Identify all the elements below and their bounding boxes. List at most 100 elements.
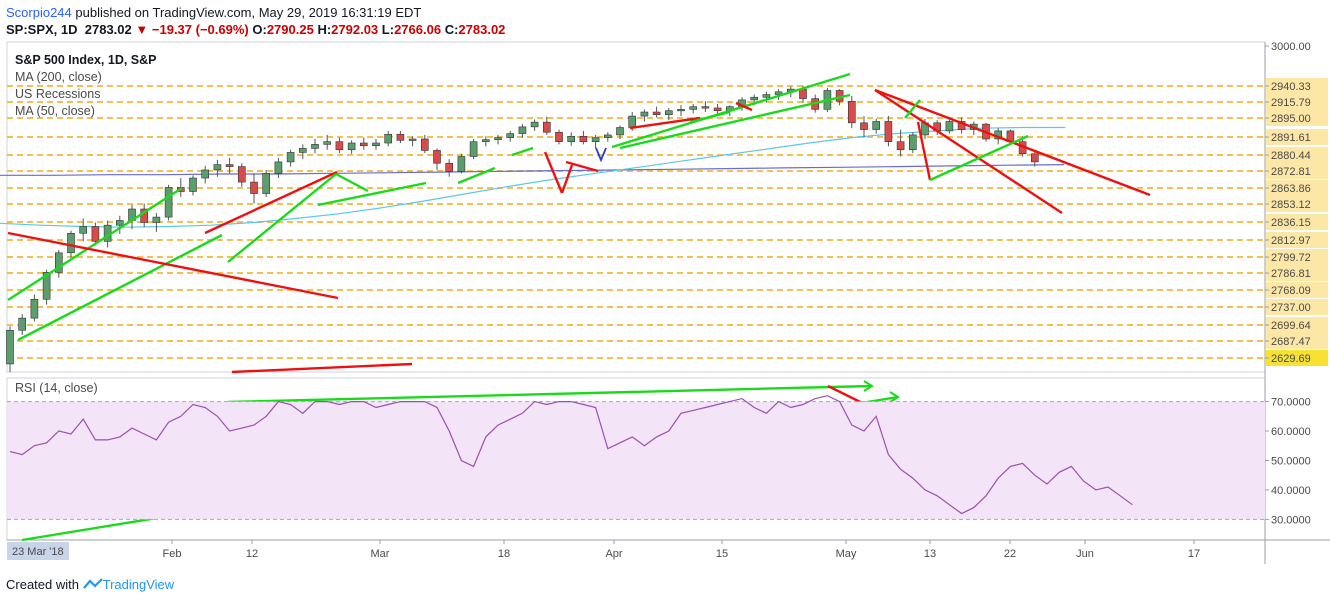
candle <box>567 132 576 146</box>
candle-body <box>433 150 441 164</box>
price-tick-label: 2915.79 <box>1271 97 1311 109</box>
rsi-tick-label: 50.0000 <box>1271 455 1311 467</box>
author-link[interactable]: Scorpio244 <box>6 5 72 20</box>
price-tick-label: 2940.33 <box>1271 81 1311 93</box>
price-level-tag: 2836.15 <box>1266 214 1328 230</box>
price-level-tag: 2853.12 <box>1266 196 1328 212</box>
candle-body <box>908 134 917 151</box>
rsi-legend[interactable]: RSI (14, close) <box>15 381 98 395</box>
bullish-trendline <box>611 72 851 149</box>
candle <box>274 157 283 179</box>
candle <box>6 326 14 372</box>
time-tick-label: Mar <box>371 548 390 560</box>
price-level-tag: 2915.79 <box>1266 94 1328 110</box>
candle-body <box>323 141 332 145</box>
candle <box>30 294 39 322</box>
price-tick-label: 2737.00 <box>1271 302 1311 314</box>
candle-body <box>311 144 319 149</box>
price-level-tag-bg <box>1266 249 1328 265</box>
candle-body <box>945 121 954 132</box>
time-start-tag: 23 Mar '18 <box>7 542 69 560</box>
candle-body <box>872 121 881 130</box>
close-value: 2783.02 <box>458 22 506 37</box>
candle-body <box>79 226 87 234</box>
candle <box>67 230 75 258</box>
candle <box>238 163 246 187</box>
last-price: 2783.02 <box>84 22 132 37</box>
candle-body <box>262 173 271 194</box>
candle <box>189 175 197 196</box>
candle <box>91 222 100 246</box>
price-level-tag-bg <box>1266 78 1328 94</box>
candle-body <box>67 232 75 254</box>
legend-us-recessions[interactable]: US Recessions <box>15 87 101 101</box>
price-level-tag-bg <box>1266 317 1328 333</box>
price-pane <box>6 41 1266 373</box>
candle <box>213 159 222 177</box>
rsi-bullish-trendline <box>227 384 873 404</box>
candle-body <box>372 142 380 147</box>
candle <box>18 314 27 335</box>
arrow-right-icon <box>863 380 874 392</box>
open-label: O: <box>252 22 267 37</box>
legend-ma50[interactable]: MA (50, close) <box>15 104 95 118</box>
footer-brand[interactable]: TradingView <box>102 577 175 592</box>
candle-body <box>420 138 429 151</box>
bearish-trendline <box>735 101 753 112</box>
candle <box>872 118 881 134</box>
low-value: 2766.06 <box>394 22 442 37</box>
candle-body <box>384 133 393 144</box>
price-level-tag-bg <box>1266 94 1328 110</box>
last-price-tag-bg <box>1266 350 1328 366</box>
rsi-tick-label: 70.0000 <box>1271 397 1311 409</box>
candle <box>298 144 307 160</box>
candle-body <box>860 122 868 130</box>
price-level-tag: 2891.61 <box>1266 129 1328 145</box>
legend-title: S&P 500 Index, 1D, S&P <box>15 53 157 67</box>
candle <box>359 137 368 150</box>
bearish-trendline <box>543 151 564 194</box>
candle <box>591 134 600 149</box>
candle <box>652 106 661 118</box>
candle-body <box>677 109 685 112</box>
price-tick-label: 2853.12 <box>1271 199 1311 211</box>
high-value: 2792.03 <box>331 22 379 37</box>
candle-body <box>555 131 563 142</box>
candle-body <box>652 111 661 116</box>
candle <box>1031 149 1039 167</box>
candle-body <box>213 164 222 171</box>
candle <box>201 165 209 184</box>
candle <box>335 137 344 154</box>
price-level-tag-bg <box>1266 196 1328 212</box>
candle-body <box>799 88 807 99</box>
time-tick-label: Jun <box>1076 548 1094 560</box>
candle <box>286 149 295 167</box>
legend-ma200[interactable]: MA (200, close) <box>15 70 102 84</box>
candle-body <box>347 142 356 151</box>
candle-body <box>603 134 612 138</box>
candle-body <box>457 156 466 172</box>
open-value: 2790.25 <box>266 22 314 37</box>
candle-body <box>689 106 698 110</box>
price-level-tag: 2768.09 <box>1266 282 1328 298</box>
rsi-tick-label: 60.0000 <box>1271 426 1311 438</box>
candle-body <box>335 141 344 151</box>
candle-body <box>469 141 478 157</box>
candle <box>640 109 649 122</box>
time-tick-label: 17 <box>1188 548 1200 560</box>
bullish-trendline <box>929 134 1029 182</box>
price-tick-label: 3000.00 <box>1271 41 1311 53</box>
candle-body <box>896 141 905 151</box>
footer-prefix: Created with <box>6 577 79 592</box>
price-change: −19.37 (−0.69%) <box>151 22 249 37</box>
down-triangle-icon: ▼ <box>135 22 149 37</box>
time-tick-label: 23 Mar '18 <box>12 546 64 558</box>
ma200-line <box>0 164 1065 176</box>
price-tick-label: 2687.47 <box>1271 336 1311 348</box>
bullish-trendline <box>619 93 851 150</box>
close-label: C: <box>444 22 459 37</box>
price-level-tag-bg <box>1266 129 1328 145</box>
candle <box>713 103 722 115</box>
price-level-tag-bg <box>1266 214 1328 230</box>
